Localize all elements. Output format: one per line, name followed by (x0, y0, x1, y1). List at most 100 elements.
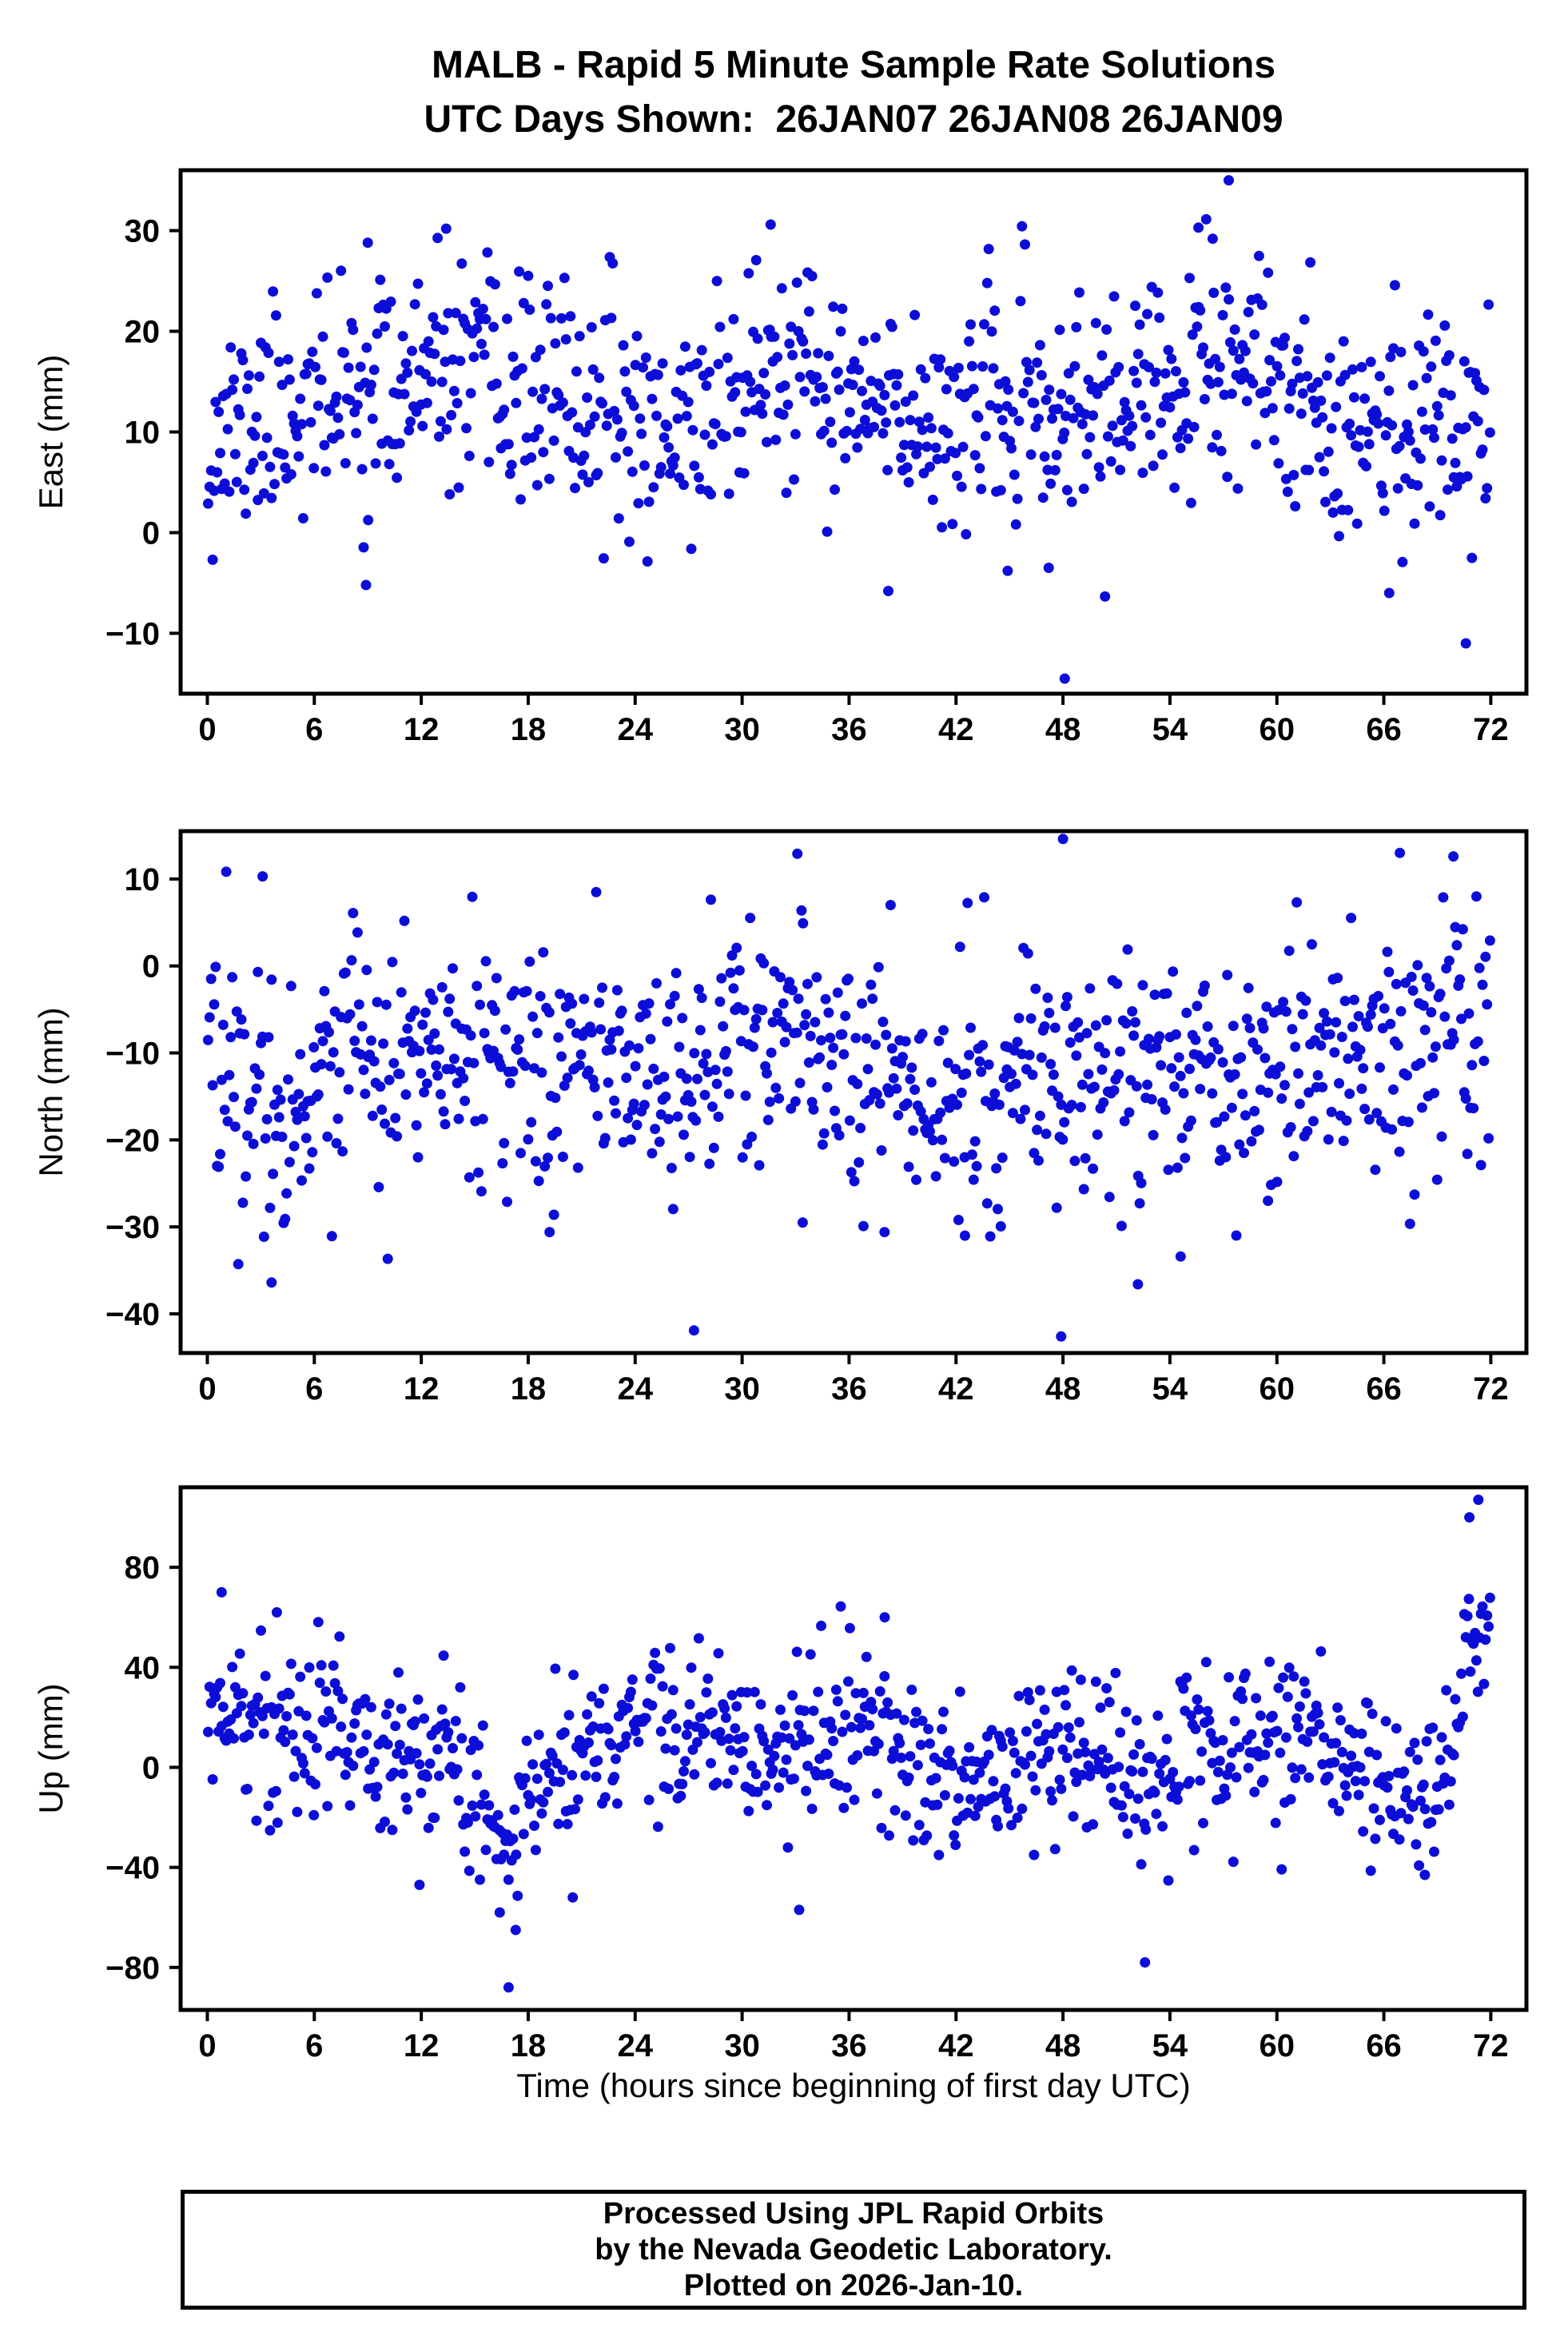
data-point (864, 1095, 875, 1106)
data-point (1379, 1003, 1390, 1014)
data-point (222, 1116, 233, 1127)
data-point (396, 1703, 407, 1714)
data-point (212, 467, 223, 478)
data-point (843, 973, 854, 985)
data-point (1053, 1721, 1064, 1733)
data-point (1380, 430, 1391, 441)
data-point (974, 1767, 985, 1778)
plot-frame (178, 1485, 1529, 2012)
data-point (539, 384, 551, 395)
data-point (701, 380, 712, 392)
data-point (1312, 1070, 1323, 1080)
data-point (1224, 294, 1235, 305)
data-point (526, 452, 537, 463)
data-point (844, 407, 855, 418)
data-point (414, 1045, 425, 1057)
data-point (324, 1061, 336, 1072)
data-point (1148, 460, 1159, 472)
data-point (1102, 431, 1113, 442)
data-point (738, 1732, 750, 1743)
data-point (1297, 1009, 1308, 1020)
data-point (1210, 353, 1221, 364)
data-point (627, 466, 638, 477)
data-point (509, 1804, 520, 1815)
data-point (850, 1688, 862, 1699)
data-point (1222, 472, 1233, 483)
data-point (583, 1065, 594, 1076)
data-point (843, 1676, 854, 1687)
data-point (319, 440, 330, 451)
data-point (1006, 1069, 1017, 1080)
data-point (514, 266, 525, 277)
data-point (1021, 1726, 1032, 1737)
data-point (699, 429, 710, 440)
data-point (832, 987, 843, 998)
data-point (986, 326, 997, 337)
data-point (290, 1745, 301, 1757)
data-point (409, 1716, 420, 1727)
data-point (372, 997, 383, 1008)
data-point (849, 1176, 860, 1187)
data-point (548, 1209, 559, 1220)
data-point (1477, 444, 1488, 456)
data-point (570, 1804, 580, 1815)
data-point (725, 1745, 736, 1756)
data-point (504, 468, 515, 480)
data-point (423, 1822, 434, 1833)
data-point (1404, 1746, 1415, 1757)
data-point (300, 368, 312, 380)
data-point (925, 1126, 935, 1137)
data-point (1347, 364, 1358, 375)
data-point (285, 1658, 296, 1669)
data-point (1371, 1749, 1383, 1761)
data-point (858, 336, 869, 347)
data-point (991, 1163, 1002, 1174)
data-point (1407, 1801, 1419, 1813)
data-point (450, 308, 461, 319)
data-point (575, 1049, 587, 1060)
data-point (1387, 420, 1398, 431)
data-point (1303, 464, 1315, 476)
data-point (477, 304, 488, 314)
data-point (624, 536, 635, 547)
data-point (1249, 1105, 1260, 1116)
data-point (891, 380, 902, 391)
data-point (1391, 1723, 1402, 1734)
data-point (1176, 1132, 1188, 1144)
data-point (842, 425, 853, 436)
data-point (270, 310, 281, 321)
data-point (1436, 1732, 1447, 1743)
data-point (599, 1132, 611, 1144)
data-point (949, 1830, 960, 1841)
data-point (805, 1649, 816, 1660)
data-point (1199, 394, 1210, 404)
data-point (828, 1736, 839, 1746)
data-point (1424, 981, 1435, 992)
data-point (611, 452, 621, 463)
data-point (370, 458, 381, 469)
data-point (1045, 478, 1057, 489)
x-tick-label: 66 (1366, 2028, 1402, 2063)
data-point (1300, 995, 1311, 1006)
data-point (245, 1709, 256, 1721)
data-point (1455, 974, 1466, 985)
data-point (625, 1686, 636, 1697)
data-point (903, 1772, 914, 1783)
data-point (225, 342, 237, 353)
data-point (432, 1070, 444, 1081)
data-point (1484, 1592, 1495, 1603)
data-point (565, 1018, 576, 1029)
data-point (1480, 951, 1491, 962)
data-point (748, 1041, 758, 1053)
data-point (292, 1806, 303, 1817)
data-point (1036, 370, 1047, 380)
data-point (921, 441, 933, 452)
data-point (1385, 352, 1396, 363)
data-point (1435, 510, 1446, 521)
data-point (1092, 1129, 1103, 1140)
data-point (1088, 1749, 1100, 1760)
data-point (507, 1066, 519, 1077)
data-point (1088, 1163, 1099, 1174)
data-point (927, 494, 938, 505)
data-point (1102, 1753, 1113, 1764)
